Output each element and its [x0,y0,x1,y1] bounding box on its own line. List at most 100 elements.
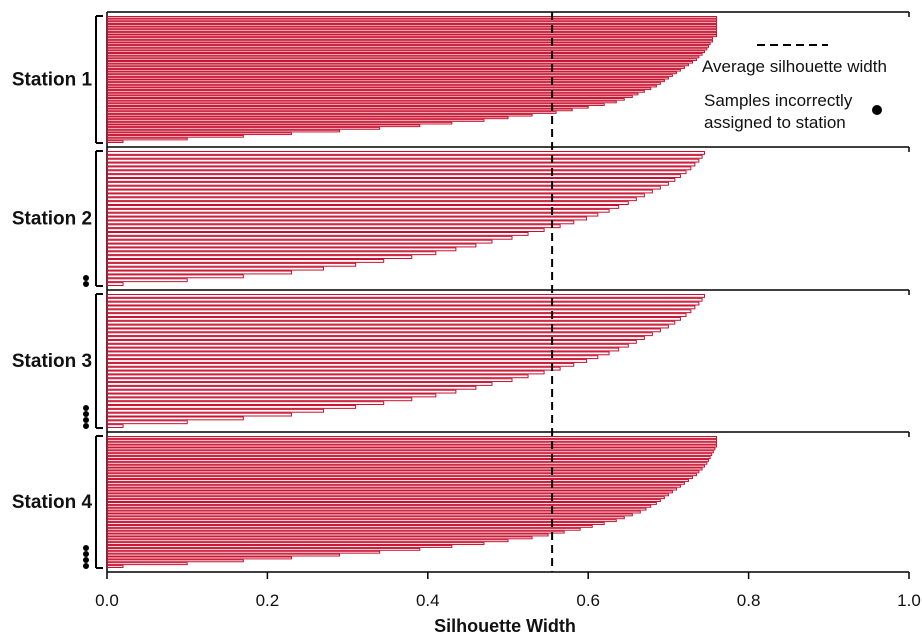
silhouette-bar [107,496,665,500]
silhouette-bar [107,181,669,186]
silhouette-bar [107,21,718,24]
silhouette-bar [107,527,581,531]
silhouette-bar [107,493,669,497]
station-label: Station 1 [12,70,93,91]
silhouette-bar [107,178,676,182]
incorrect-sample-marker [83,551,89,557]
station-panels: Station 1 Station 2 Station 3 Station 4 [12,11,910,572]
silhouette-bar [107,450,714,454]
silhouette-bar [107,113,533,117]
silhouette-bar [107,547,421,551]
silhouette-bar [107,530,565,534]
silhouette-bar [107,461,708,465]
silhouette-bar [107,34,718,38]
silhouette-bar [107,316,681,321]
incorrect-sample-marker [83,281,89,287]
x-tick-label: 0.6 [576,591,600,610]
silhouette-bar [107,412,292,417]
silhouette-bar [107,559,244,563]
silhouette-bar [107,401,385,406]
x-tick-label: 0.4 [416,591,440,610]
silhouette-bar [107,66,685,69]
silhouette-bar [107,158,700,163]
silhouette-bar [107,37,714,40]
silhouette-bar [107,294,705,298]
silhouette-bar [107,140,124,144]
silhouette-bar [107,476,693,480]
silhouette-bar [107,39,714,43]
silhouette-bar [107,424,124,428]
silhouette-bar [107,76,669,80]
silhouette-bar [107,324,669,329]
silhouette-bar [107,174,681,178]
silhouette-bar [107,562,188,566]
silhouette-bar [107,533,549,537]
silhouette-bar [107,524,593,528]
silhouette-bar [107,235,513,240]
silhouette-bar [107,170,687,175]
incorrect-sample-marker [83,405,89,411]
silhouette-bar [107,251,437,256]
silhouette-bar [107,487,677,491]
silhouette-bar [107,359,588,363]
legend-incorrect-marker [872,105,882,115]
silhouette-bar [107,92,639,96]
silhouette-bar [107,247,457,252]
silhouette-bar [107,332,653,337]
silhouette-bar [107,355,599,360]
silhouette-bar [107,124,421,128]
silhouette-bar [107,545,453,548]
incorrect-sample-marker [83,275,89,281]
silhouette-bar [107,154,703,159]
silhouette-bar [107,228,545,232]
silhouette-bar [107,351,610,356]
silhouette-bar [107,60,693,64]
silhouette-bar [107,266,325,271]
silhouette-bar [107,416,244,421]
silhouette-bar [107,550,381,554]
silhouette-bar [107,116,509,120]
silhouette-bar [107,29,718,32]
silhouette-bar [107,68,681,72]
silhouette-bar [107,47,708,51]
silhouette-bar [107,220,575,225]
silhouette-bar [107,441,718,445]
station-label: Station 3 [12,351,92,372]
silhouette-bar [107,470,700,474]
silhouette-bar [107,464,705,468]
silhouette-bar [107,270,292,275]
silhouette-bar [107,420,188,425]
silhouette-bar [107,31,718,35]
silhouette-bar [107,378,513,383]
incorrect-sample-marker [83,563,89,569]
station-label: Station 4 [12,492,93,513]
silhouette-bar [107,313,687,317]
silhouette-bar [107,212,599,217]
station-panel: Station 3 [12,289,910,432]
silhouette-bar [107,208,610,213]
silhouette-bar [107,197,637,202]
silhouette-bar [107,519,617,523]
silhouette-bar [107,95,633,99]
silhouette-bar [107,484,681,488]
silhouette-bar [107,74,673,77]
silhouette-bar [107,26,718,30]
silhouette-bar [107,328,661,333]
silhouette-bar [107,397,413,402]
silhouette-bar [107,127,381,130]
silhouette-bar [107,473,697,477]
silhouette-bar [107,205,620,209]
x-tick-label: 0.8 [737,591,761,610]
silhouette-bar [107,374,529,379]
incorrect-sample-marker [83,545,89,551]
station-panel: Station 4 [12,431,910,572]
silhouette-bar [107,42,711,46]
legend-incorrect-label-line1: Samples incorrectly [704,91,853,110]
silhouette-bar [107,490,673,494]
x-tick-label: 0.2 [256,591,280,610]
silhouette-bar [107,232,529,236]
silhouette-bar [107,79,665,83]
silhouette-bar [107,108,573,112]
silhouette-bar [107,18,718,22]
legend-average-label: Average silhouette width [702,57,887,76]
